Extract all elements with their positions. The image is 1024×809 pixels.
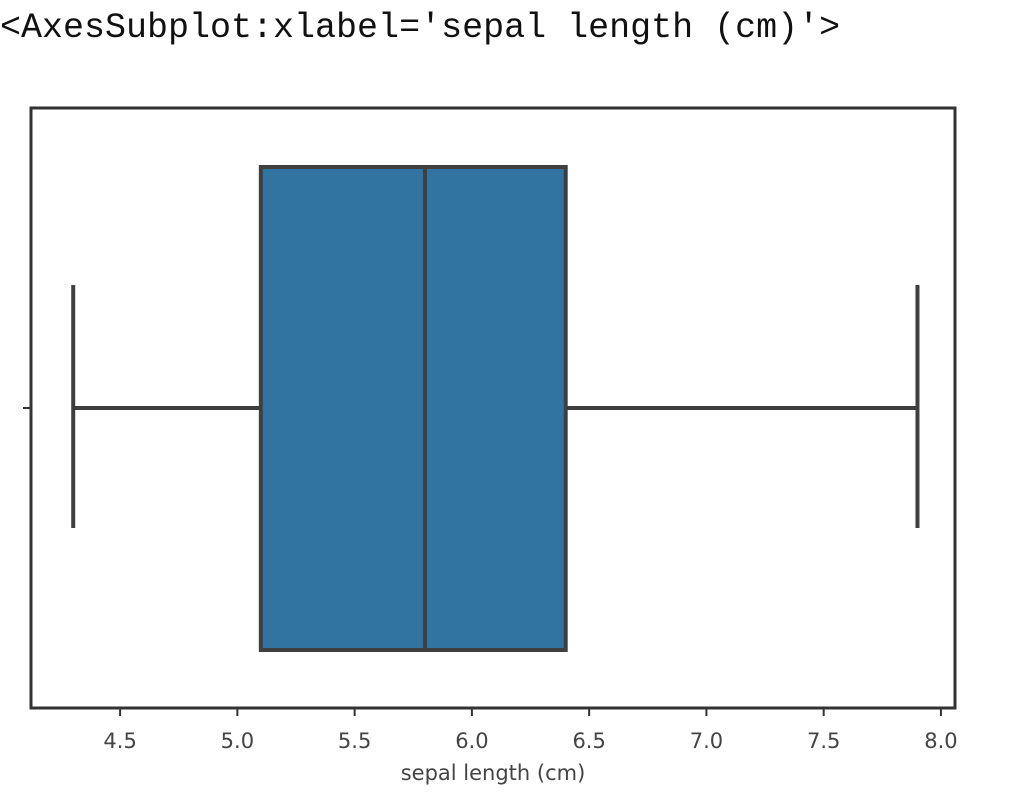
x-axis-ticks: 4.5 5.0 5.5 6.0 6.5 7.0 7.5 8.0 (103, 708, 958, 753)
x-tick-label: 6.5 (572, 729, 605, 753)
output-repr-text: <AxesSubplot:xlabel='sepal length (cm)'> (0, 8, 841, 48)
interquartile-box (258, 165, 568, 652)
x-tick-label: 5.5 (338, 729, 371, 753)
x-tick-label: 8.0 (924, 729, 957, 753)
x-tick-label: 7.5 (807, 729, 840, 753)
x-tick-label: 4.5 (103, 729, 136, 753)
x-tick-label: 6.0 (455, 729, 488, 753)
x-tick-label: 5.0 (221, 729, 254, 753)
x-tick-label: 7.0 (690, 729, 723, 753)
x-axis-label: sepal length (cm) (401, 761, 586, 785)
